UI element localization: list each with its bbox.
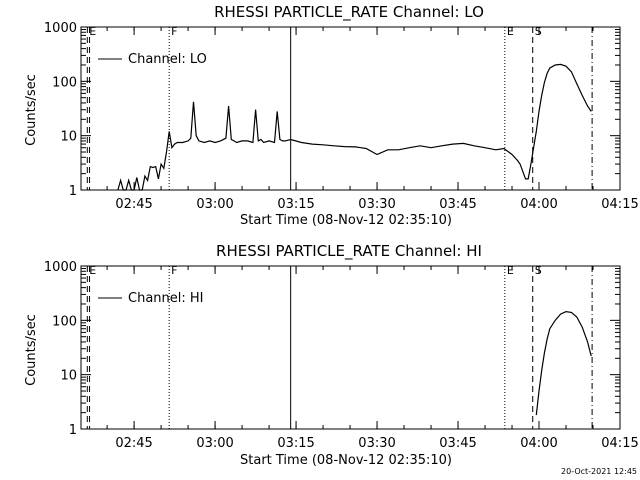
legend-entry: Channel: LO bbox=[128, 52, 207, 67]
event-marker-label: S bbox=[535, 25, 542, 38]
y-tick-label: 1 bbox=[69, 423, 77, 438]
y-axis-label: Counts/sec bbox=[24, 74, 39, 146]
y-tick-label: 1000 bbox=[44, 260, 77, 275]
x-tick-label: 03:00 bbox=[196, 197, 233, 212]
x-axis-label: Start Time (08-Nov-12 02:35:10) bbox=[240, 213, 452, 228]
legend-entry: Channel: HI bbox=[128, 291, 204, 306]
y-tick-label: 100 bbox=[52, 75, 77, 90]
event-marker-label: F bbox=[171, 264, 177, 277]
y-tick-label: 10 bbox=[60, 369, 77, 384]
x-tick-label: 02:45 bbox=[115, 436, 152, 451]
event-marker-label: E bbox=[507, 25, 514, 38]
y-tick-label: 1 bbox=[69, 184, 77, 199]
x-tick-label: 02:45 bbox=[115, 197, 152, 212]
y-tick-label: 10 bbox=[60, 130, 77, 145]
chart-lo-channel: RHESSI PARTICLE_RATE Channel: LO Counts/… bbox=[24, 3, 639, 228]
x-tick-label: 03:30 bbox=[358, 197, 395, 212]
x-tick-label: 03:45 bbox=[439, 197, 476, 212]
event-marker-label: E bbox=[507, 264, 514, 277]
y-tick-label: 100 bbox=[52, 314, 77, 329]
x-tick-label: 03:15 bbox=[277, 197, 314, 212]
x-tick-label: 03:30 bbox=[358, 436, 395, 451]
footer-date: 20-Oct-2021 12:45 bbox=[561, 467, 637, 476]
y-tick-label: 1000 bbox=[44, 21, 77, 36]
x-tick-label: 04:00 bbox=[520, 197, 557, 212]
series-line bbox=[117, 63, 592, 191]
chart-title: RHESSI PARTICLE_RATE Channel: LO bbox=[214, 3, 484, 22]
series-line bbox=[535, 310, 592, 416]
x-axis-label: Start Time (08-Nov-12 02:35:10) bbox=[240, 453, 452, 468]
event-marker-label: S bbox=[535, 264, 542, 277]
x-tick-label: 03:15 bbox=[277, 436, 314, 451]
event-marker-label: E bbox=[89, 25, 96, 38]
x-tick-label: 04:15 bbox=[601, 197, 638, 212]
y-axis-label: Counts/sec bbox=[24, 314, 39, 386]
chart-hi-channel: RHESSI PARTICLE_RATE Channel: HI Counts/… bbox=[24, 242, 639, 468]
event-marker-label: E bbox=[89, 264, 96, 277]
x-tick-label: 03:45 bbox=[439, 436, 476, 451]
chart-title: RHESSI PARTICLE_RATE Channel: HI bbox=[216, 242, 482, 261]
x-tick-label: 03:00 bbox=[196, 436, 233, 451]
x-tick-label: 04:15 bbox=[601, 436, 638, 451]
x-tick-label: 04:00 bbox=[520, 436, 557, 451]
event-marker-label: F bbox=[171, 25, 177, 38]
